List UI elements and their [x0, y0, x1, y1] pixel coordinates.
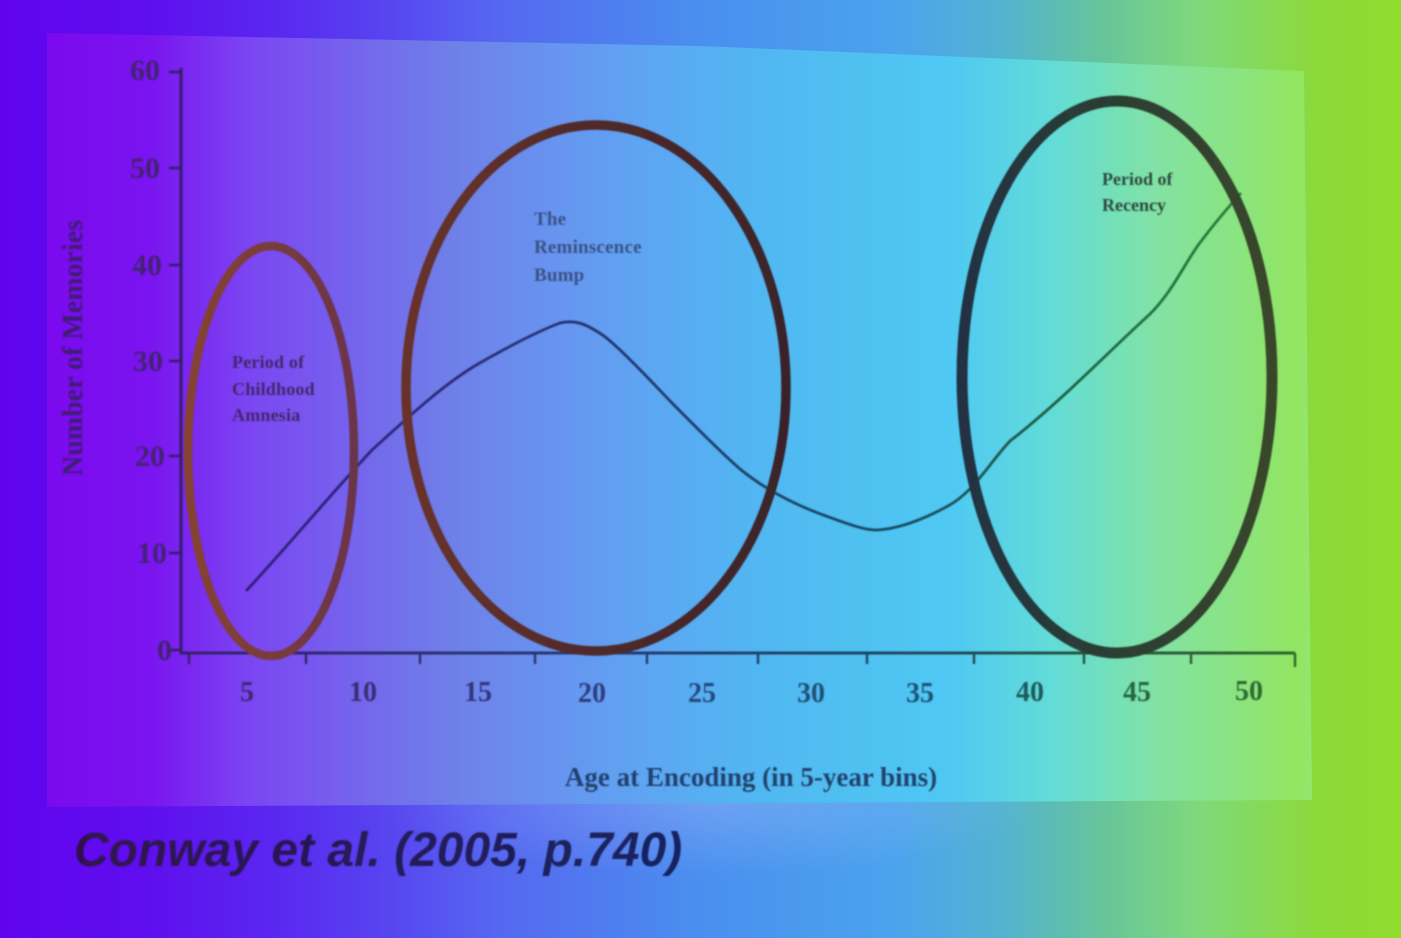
svg-text:10: 10 [349, 677, 377, 708]
svg-text:25: 25 [688, 678, 716, 709]
svg-text:60: 60 [130, 54, 160, 87]
svg-text:Reminscence: Reminscence [534, 237, 642, 258]
svg-text:40: 40 [1016, 677, 1044, 708]
svg-text:Bump: Bump [534, 265, 584, 286]
svg-text:5: 5 [240, 677, 254, 708]
svg-text:45: 45 [1123, 677, 1151, 708]
svg-text:Period of: Period of [1102, 169, 1173, 189]
svg-text:Age at Encoding (in 5-year bin: Age at Encoding (in 5-year bins) [565, 762, 937, 792]
svg-text:Childhood: Childhood [232, 379, 315, 399]
svg-text:50: 50 [130, 152, 160, 185]
svg-text:35: 35 [906, 678, 934, 709]
svg-text:Conway et al. (2005, p.740): Conway et al. (2005, p.740) [74, 824, 682, 877]
svg-text:30: 30 [133, 345, 163, 378]
svg-text:0: 0 [157, 634, 172, 667]
svg-text:The: The [534, 209, 566, 230]
svg-text:30: 30 [797, 678, 825, 709]
svg-text:10: 10 [137, 537, 167, 570]
svg-text:Recency: Recency [1102, 195, 1166, 215]
svg-text:Period of: Period of [232, 352, 305, 372]
svg-text:Amnesia: Amnesia [232, 405, 300, 425]
svg-text:20: 20 [135, 440, 165, 473]
svg-text:15: 15 [464, 677, 492, 708]
svg-text:40: 40 [132, 249, 162, 282]
svg-text:Number of Memories: Number of Memories [58, 220, 89, 476]
svg-text:20: 20 [578, 678, 606, 709]
svg-text:50: 50 [1235, 676, 1263, 707]
